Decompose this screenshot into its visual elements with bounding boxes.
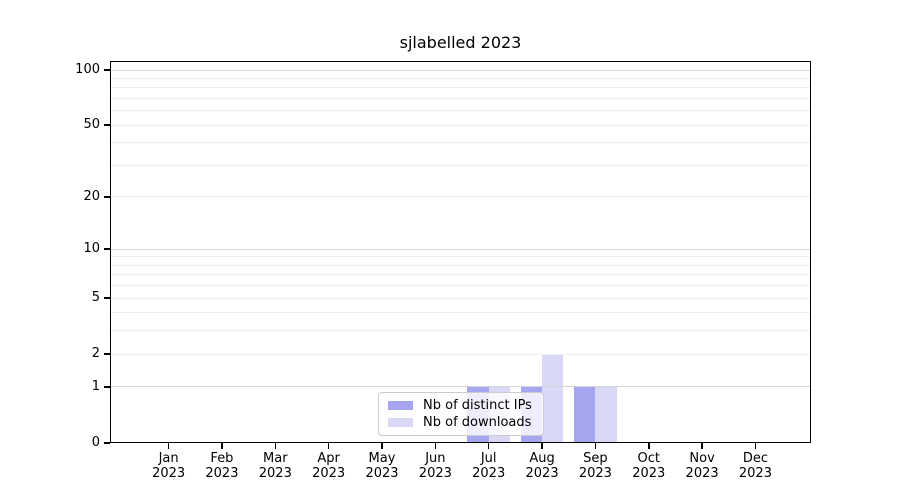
legend-swatch-downloads-icon bbox=[388, 418, 413, 427]
chart-title: sjlabelled 2023 bbox=[399, 33, 522, 52]
x-tick-mark bbox=[381, 443, 383, 449]
x-tick-label-dec: Dec 2023 bbox=[738, 451, 772, 481]
y-tick-label-1: 1 bbox=[91, 378, 100, 394]
legend-label-downloads: Nb of downloads bbox=[423, 415, 532, 430]
y-tick-mark bbox=[104, 196, 110, 198]
x-tick-mark bbox=[434, 443, 437, 449]
bars-layer bbox=[110, 61, 811, 443]
x-tick-label-nov: Nov 2023 bbox=[685, 451, 719, 481]
y-tick-label-10: 10 bbox=[83, 241, 100, 257]
y-tick-label-50: 50 bbox=[83, 117, 100, 133]
x-tick-label-jul: Jul 2023 bbox=[472, 451, 506, 481]
legend-label-distinct-ips: Nb of distinct IPs bbox=[423, 398, 532, 413]
x-tick-mark bbox=[701, 443, 703, 449]
x-tick-label-jan: Jan 2023 bbox=[152, 451, 186, 481]
legend: Nb of distinct IPs Nb of downloads bbox=[378, 392, 544, 436]
x-tick-mark bbox=[274, 443, 277, 449]
y-tick-label-100: 100 bbox=[75, 62, 100, 78]
x-tick-mark bbox=[541, 443, 543, 449]
x-tick-label-feb: Feb 2023 bbox=[205, 451, 239, 481]
legend-row-downloads: Nb of downloads bbox=[388, 415, 535, 430]
y-tick-mark bbox=[104, 297, 110, 299]
y-tick-mark bbox=[104, 353, 110, 356]
bar-downloads-aug bbox=[542, 354, 564, 443]
legend-row-distinct-ips: Nb of distinct IPs bbox=[388, 398, 535, 413]
y-tick-mark bbox=[104, 124, 110, 127]
x-tick-mark bbox=[487, 443, 490, 449]
legend-swatch-distinct-ips-icon bbox=[388, 401, 413, 410]
bar-distinct-ips-sep bbox=[574, 386, 596, 443]
x-tick-mark bbox=[594, 443, 597, 449]
x-tick-mark bbox=[221, 443, 223, 449]
bar-downloads-sep bbox=[595, 386, 617, 443]
x-tick-label-apr: Apr 2023 bbox=[312, 451, 346, 481]
y-tick-mark bbox=[104, 386, 110, 388]
x-tick-mark bbox=[647, 443, 650, 449]
x-tick-label-jun: Jun 2023 bbox=[418, 451, 452, 481]
plot-area: Nb of distinct IPs Nb of downloads bbox=[110, 61, 811, 443]
y-tick-label-0: 0 bbox=[91, 435, 100, 450]
y-tick-mark bbox=[104, 69, 110, 71]
x-tick-label-mar: Mar 2023 bbox=[258, 451, 292, 481]
y-tick-label-2: 2 bbox=[91, 346, 100, 362]
x-tick-mark bbox=[327, 443, 330, 449]
x-tick-mark bbox=[167, 443, 170, 449]
y-tick-mark bbox=[104, 248, 110, 251]
x-tick-label-may: May 2023 bbox=[365, 451, 399, 481]
y-tick-mark bbox=[104, 442, 110, 444]
x-tick-mark bbox=[754, 443, 757, 449]
y-tick-label-20: 20 bbox=[83, 188, 100, 204]
x-tick-label-sep: Sep 2023 bbox=[578, 451, 612, 481]
x-tick-label-oct: Oct 2023 bbox=[632, 451, 666, 481]
y-tick-label-5: 5 bbox=[91, 290, 100, 306]
x-tick-label-aug: Aug 2023 bbox=[525, 451, 559, 481]
